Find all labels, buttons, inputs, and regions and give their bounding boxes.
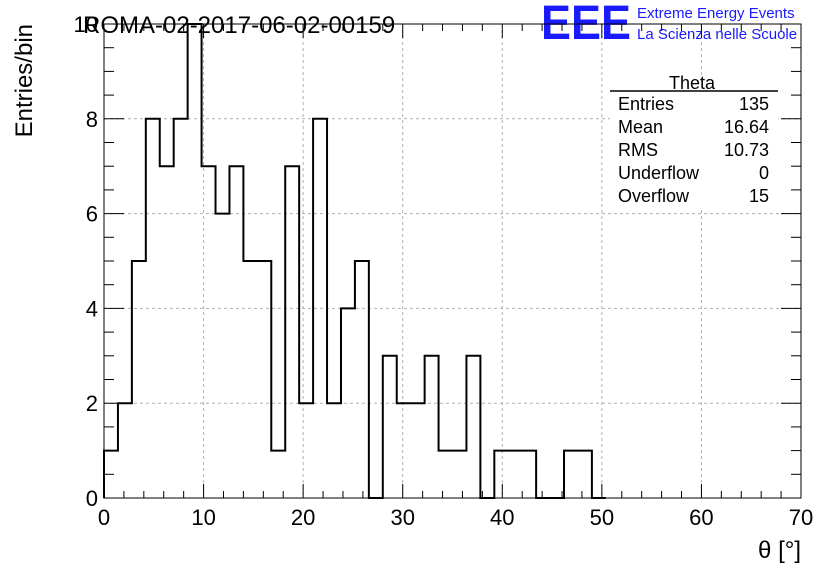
y-tick-label: 10 xyxy=(74,12,98,37)
histogram-bin xyxy=(299,403,313,498)
stats-box: Theta Entries 135 Mean 16.64 RMS 10.73 Underfl… xyxy=(610,73,778,208)
histogram-bin xyxy=(425,356,439,498)
histogram-bin xyxy=(439,451,453,498)
stats-row-value: 10.73 xyxy=(724,140,769,160)
axis-ticks xyxy=(103,23,802,499)
y-tick-label: 8 xyxy=(86,107,98,132)
histogram-bin xyxy=(327,403,341,498)
histogram-bin xyxy=(466,356,480,498)
x-tick-label: 30 xyxy=(390,505,414,530)
stats-row-label: RMS xyxy=(618,140,658,160)
histogram-bin xyxy=(383,356,397,498)
histogram-bin xyxy=(132,261,146,498)
y-tick-label: 6 xyxy=(86,202,98,227)
x-tick-labels: 0 10 20 30 40 50 60 70 xyxy=(98,505,813,530)
stats-row-label: Entries xyxy=(618,94,674,114)
histogram-bin xyxy=(271,451,285,498)
histogram-bin xyxy=(522,451,536,498)
stats-row-label: Mean xyxy=(618,117,663,137)
y-tick-label: 4 xyxy=(86,296,98,321)
stats-row-label: Underflow xyxy=(618,163,700,183)
x-tick-label: 10 xyxy=(191,505,215,530)
histogram-bin xyxy=(508,451,522,498)
histogram-bin xyxy=(118,403,132,498)
histogram-bin xyxy=(411,403,425,498)
stats-row-value: 15 xyxy=(749,186,769,206)
histogram-bin xyxy=(160,166,174,498)
histogram-bin xyxy=(216,214,230,498)
logo-line-1: Extreme Energy Events xyxy=(637,5,795,22)
x-tick-label: 50 xyxy=(590,505,614,530)
chart-title: ROMA-02-2017-06-02-00159 xyxy=(83,12,395,39)
x-tick-label: 0 xyxy=(98,505,110,530)
histogram-bin xyxy=(453,451,467,498)
histogram-bin xyxy=(229,166,243,498)
y-tick-labels: 0 2 4 6 8 10 xyxy=(74,12,98,511)
histogram-bin xyxy=(494,451,508,498)
stats-row-value: 0 xyxy=(759,163,769,183)
x-axis-title: θ [°] xyxy=(758,537,801,564)
logo-line-2: La Scienza nelle Scuole xyxy=(637,26,797,43)
y-tick-label: 0 xyxy=(86,486,98,511)
histogram-bin xyxy=(243,261,257,498)
stats-box-name: Theta xyxy=(669,73,716,93)
stats-rows: Entries 135 Mean 16.64 RMS 10.73 Underflow 0 Ove… xyxy=(618,94,769,206)
stats-row-label: Overflow xyxy=(618,186,690,206)
stats-row-value: 16.64 xyxy=(724,117,769,137)
histogram-bin xyxy=(285,166,299,498)
histogram-bin xyxy=(257,261,271,498)
histogram-bin xyxy=(355,261,369,498)
histogram-bin xyxy=(397,403,411,498)
eee-logo: EEE Extreme Energy Events La Scienza nel… xyxy=(541,0,797,50)
stats-row-value: 135 xyxy=(739,94,769,114)
histogram-bin xyxy=(564,451,578,498)
y-tick-label: 2 xyxy=(86,391,98,416)
histogram-bin xyxy=(578,451,592,498)
x-tick-label: 60 xyxy=(689,505,713,530)
histogram-bars xyxy=(103,23,606,499)
x-tick-label: 40 xyxy=(490,505,514,530)
stats-box-background xyxy=(610,80,778,208)
y-axis-title: Entries/bin xyxy=(11,24,38,137)
x-tick-label: 70 xyxy=(789,505,813,530)
histogram-outline xyxy=(103,23,606,499)
histogram-bin xyxy=(188,24,202,498)
logo-mark: EEE xyxy=(541,0,631,50)
histogram-bin xyxy=(174,119,188,498)
x-tick-label: 20 xyxy=(291,505,315,530)
